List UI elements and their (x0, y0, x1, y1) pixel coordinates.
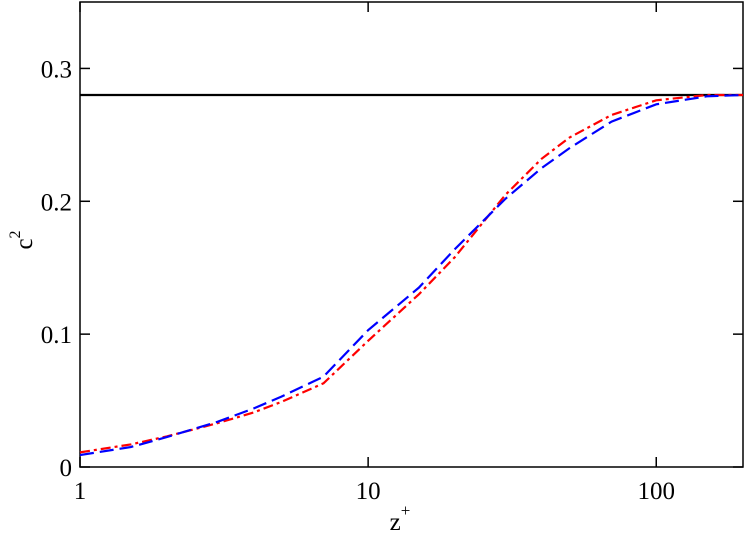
y-tick-label: 0.1 (41, 322, 72, 349)
y-label-sup: 2 (7, 230, 24, 238)
plot-frame (79, 1, 744, 468)
y-label-text: c (11, 238, 38, 249)
x-label-text: z (390, 509, 401, 536)
y-tick-label: 0 (60, 455, 73, 482)
series-line (79, 93, 743, 454)
x-tick-label: 10 (356, 478, 381, 505)
y-tick-label: 0.2 (41, 189, 72, 216)
series-line (79, 93, 744, 457)
y-tick-label: 0.3 (41, 56, 72, 83)
y-axis-label: c2 (7, 230, 38, 249)
x-label-sup: + (401, 501, 411, 520)
x-tick-label: 100 (638, 478, 676, 505)
x-tick-label: 1 (74, 478, 87, 505)
x-axis-label: z+ (390, 501, 411, 536)
